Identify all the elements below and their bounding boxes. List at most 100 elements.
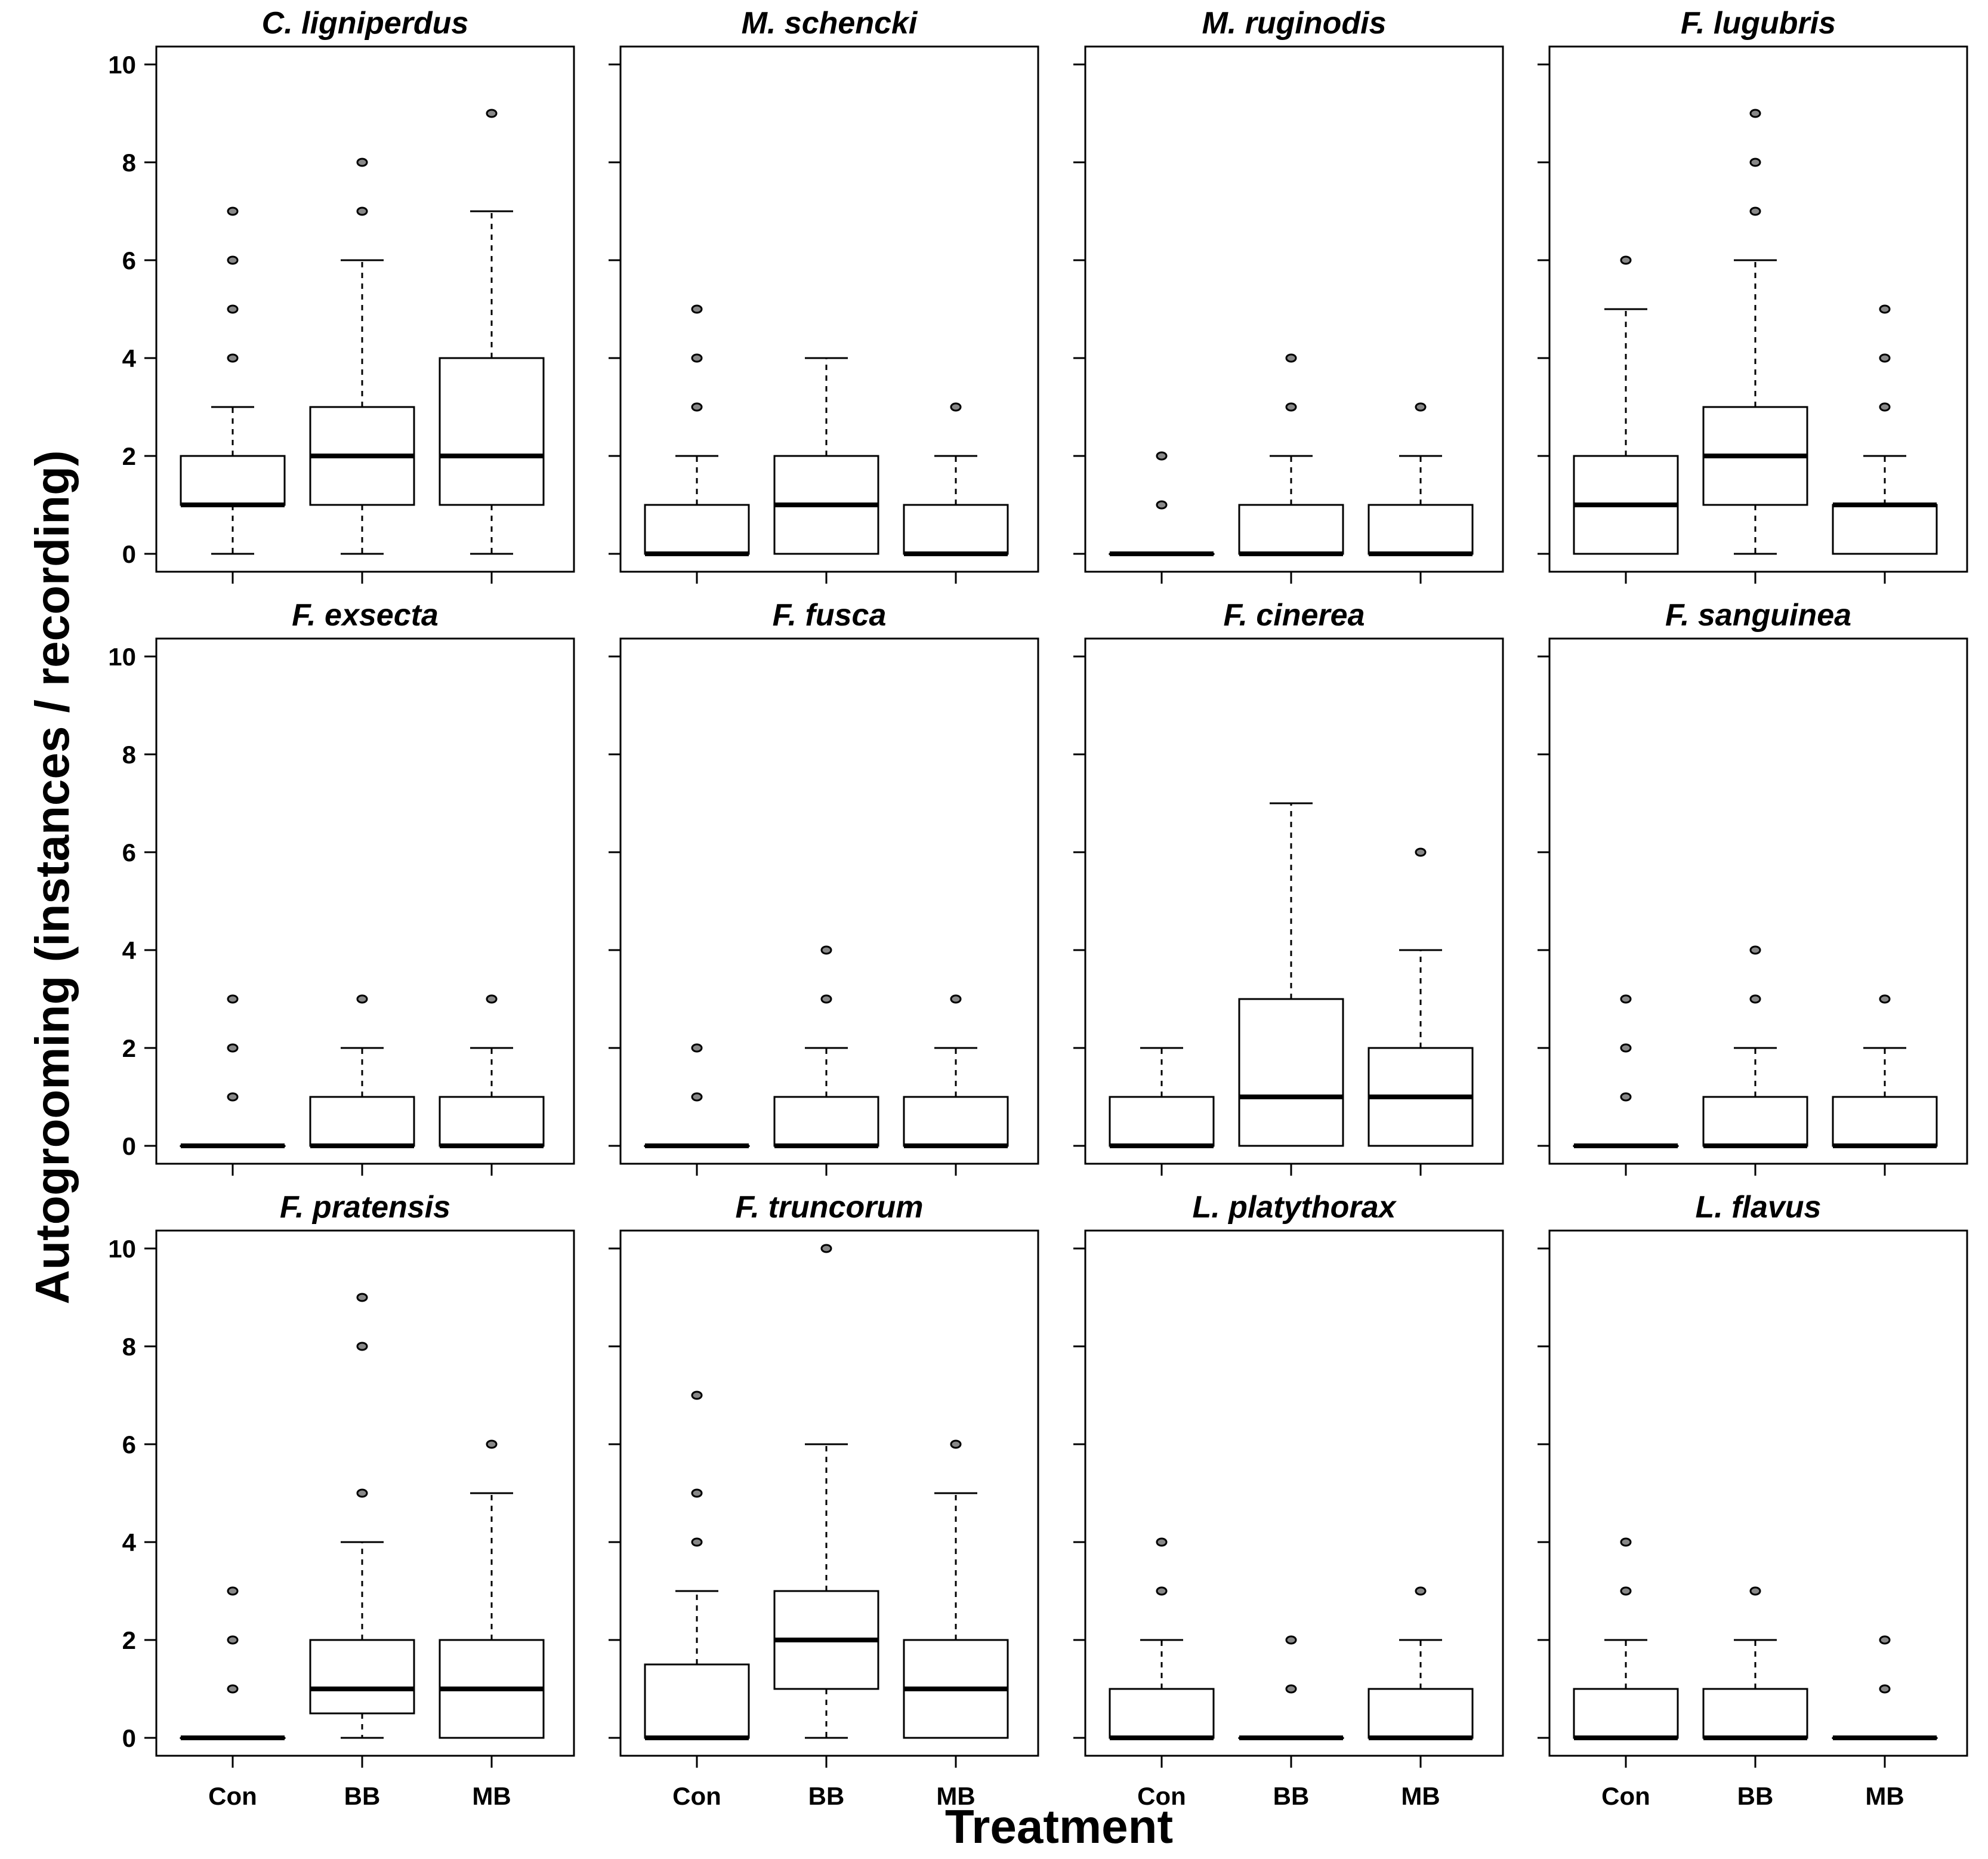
box-group bbox=[1238, 353, 1344, 556]
plot-frame bbox=[1548, 45, 1968, 573]
outlier-point bbox=[227, 994, 239, 1004]
outlier-point bbox=[1620, 1586, 1632, 1596]
iqr-box bbox=[1832, 1096, 1938, 1147]
outlier-point bbox=[691, 1043, 703, 1053]
y-tick-label: 8 bbox=[122, 149, 136, 177]
outlier-point bbox=[227, 353, 239, 363]
y-tick-label: 6 bbox=[122, 246, 136, 275]
y-tick-label: 2 bbox=[122, 1626, 136, 1654]
outlier-point bbox=[1156, 1537, 1168, 1547]
outlier-point bbox=[691, 1488, 703, 1498]
outlier-point bbox=[1620, 1092, 1632, 1102]
box-group bbox=[180, 1586, 286, 1740]
box-group bbox=[903, 402, 1009, 556]
panel-title: F. fusca bbox=[773, 598, 887, 633]
plot-frame bbox=[1548, 1229, 1968, 1757]
y-tick-label: 0 bbox=[122, 1724, 136, 1752]
panel: F. lugubris bbox=[1538, 6, 1968, 584]
outlier-point bbox=[1879, 353, 1891, 363]
plot-frame bbox=[1084, 1229, 1504, 1757]
x-tick-label: MB bbox=[936, 1782, 975, 1810]
panel-title: M. ruginodis bbox=[1202, 6, 1386, 41]
outlier-point bbox=[227, 206, 239, 216]
panel-title: L. flavus bbox=[1696, 1190, 1822, 1225]
outlier-point bbox=[1620, 994, 1632, 1004]
outlier-point bbox=[691, 1391, 703, 1400]
x-tick-label: BB bbox=[344, 1782, 381, 1810]
outlier-point bbox=[227, 304, 239, 314]
outlier-point bbox=[1879, 304, 1891, 314]
y-tick-label: 8 bbox=[122, 741, 136, 769]
panel-title: L. platythorax bbox=[1193, 1190, 1397, 1225]
x-tick-label: BB bbox=[1273, 1782, 1310, 1810]
iqr-box bbox=[1367, 504, 1474, 555]
box-group bbox=[1238, 1635, 1344, 1740]
outlier-point bbox=[1749, 158, 1761, 167]
panel: M. schencki bbox=[609, 6, 1039, 584]
panel: F. truncorum Con BB MB bbox=[609, 1190, 1039, 1810]
iqr-box bbox=[1367, 1688, 1474, 1739]
plot-frame bbox=[155, 1229, 575, 1757]
outlier-point bbox=[950, 402, 962, 412]
box-group bbox=[309, 158, 415, 555]
outlier-point bbox=[227, 1092, 239, 1102]
box-group bbox=[180, 994, 286, 1148]
iqr-box bbox=[903, 1096, 1009, 1147]
outlier-point bbox=[356, 1293, 368, 1302]
x-tick-label: Con bbox=[208, 1782, 257, 1810]
box-group bbox=[1573, 255, 1679, 555]
panel: F. exsecta 0 2 4 6 8 10 bbox=[108, 598, 575, 1176]
x-tick-label: BB bbox=[1737, 1782, 1774, 1810]
panel-title: F. pratensis bbox=[280, 1190, 450, 1225]
outlier-point bbox=[691, 402, 703, 412]
panel: F. sanguinea bbox=[1538, 598, 1968, 1176]
panel-title: F. sanguinea bbox=[1665, 598, 1851, 633]
box-group bbox=[773, 357, 879, 555]
outlier-point bbox=[1156, 451, 1168, 461]
box-group bbox=[439, 109, 545, 555]
outlier-point bbox=[1749, 994, 1761, 1004]
iqr-box bbox=[1238, 504, 1344, 555]
outlier-point bbox=[227, 1684, 239, 1694]
panel: L. flavus Con BB MB bbox=[1538, 1190, 1968, 1810]
outlier-point bbox=[1620, 1537, 1632, 1547]
outlier-point bbox=[1156, 500, 1168, 510]
box-group bbox=[180, 206, 286, 555]
plot-frame bbox=[1548, 637, 1968, 1165]
iqr-box bbox=[644, 504, 750, 555]
y-tick-label: 2 bbox=[122, 1034, 136, 1062]
iqr-box bbox=[180, 455, 286, 506]
panel-title: F. truncorum bbox=[736, 1190, 924, 1225]
panel-title: C. ligniperdus bbox=[262, 6, 469, 41]
outlier-point bbox=[1879, 402, 1891, 412]
outlier-point bbox=[1749, 109, 1761, 118]
box-group bbox=[773, 1244, 879, 1739]
box-group bbox=[1702, 945, 1808, 1148]
x-tick-label: Con bbox=[672, 1782, 721, 1810]
outlier-point bbox=[1749, 206, 1761, 216]
iqr-box bbox=[439, 1096, 545, 1147]
outlier-point bbox=[1620, 1043, 1632, 1053]
box-group bbox=[1832, 994, 1938, 1148]
y-tick-label: 8 bbox=[122, 1333, 136, 1361]
outlier-point bbox=[691, 1092, 703, 1102]
box-group bbox=[1702, 109, 1808, 555]
y-tick-label: 6 bbox=[122, 1431, 136, 1459]
plot-frame bbox=[1084, 45, 1504, 573]
outlier-point bbox=[227, 1586, 239, 1596]
box-group bbox=[644, 304, 750, 556]
box-group bbox=[1109, 451, 1215, 556]
iqr-box bbox=[773, 1096, 879, 1147]
y-tick-label: 10 bbox=[108, 643, 136, 671]
panel-title: F. lugubris bbox=[1681, 6, 1836, 41]
outlier-point bbox=[1156, 1586, 1168, 1596]
iqr-box bbox=[309, 1096, 415, 1147]
iqr-box bbox=[1832, 504, 1938, 555]
outlier-point bbox=[356, 1342, 368, 1351]
panel: F. cinerea bbox=[1073, 598, 1504, 1176]
panel: C. ligniperdus 0 2 4 6 8 10 bbox=[108, 6, 575, 584]
outlier-point bbox=[1879, 1635, 1891, 1645]
outlier-point bbox=[1285, 353, 1297, 363]
y-tick-label: 10 bbox=[108, 1235, 136, 1263]
